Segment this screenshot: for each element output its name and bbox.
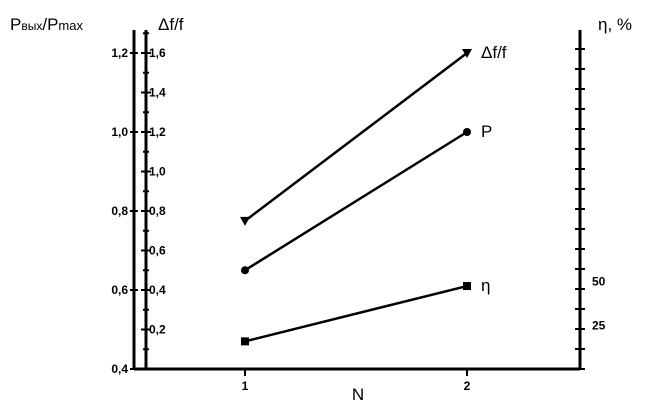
right-y-tick-label-0: 25 [592, 318, 606, 332]
right-y-axis-title: η, % [598, 15, 632, 34]
right-y-tick-label-1: 50 [592, 275, 606, 289]
series-line-1 [244, 130, 468, 272]
outer-y-tick-label-1: 0,6 [111, 283, 128, 297]
inner-y-tick-label-0: 0,2 [149, 323, 166, 337]
outer-y-axis-title-part-1: P [10, 15, 21, 34]
tick-group: 0,4 0,6 0,8 1,0 1,2 0,2 0,4 0,6 0,8 1,0 1,2 1,4 1,6 2… [111, 30, 606, 393]
series-2-marker-1 [463, 282, 471, 291]
inner-y-tick-label-5: 1,2 [149, 125, 166, 139]
outer-y-tick-label-4: 1,2 [111, 46, 128, 60]
x-axis-title: N [352, 385, 364, 404]
inner-y-axis-title: Δf/f [158, 15, 184, 34]
series-label-1: P [481, 122, 492, 141]
inner-y-tick-label-4: 1,0 [149, 165, 166, 179]
x-tick-label-0: 1 [242, 379, 249, 393]
inner-y-tick-label-6: 1,4 [149, 86, 166, 100]
inner-y-tick-label-1: 0,4 [149, 283, 166, 297]
outer-y-axis-title: Pвых/Pmax [10, 15, 83, 34]
series-0-marker-1 [462, 49, 472, 58]
outer-y-axis-title-part-2: вых [21, 19, 42, 33]
series-0-marker-0 [240, 216, 250, 226]
outer-y-tick-label-0: 0,4 [111, 362, 128, 376]
series-2-marker-0 [241, 337, 249, 346]
series-group: Δf/f Pη [240, 43, 507, 346]
axes-group [132, 30, 582, 371]
outer-y-tick-label-2: 0,8 [111, 204, 128, 218]
series-1-marker-0 [241, 266, 249, 275]
inner-y-tick-label-3: 0,8 [149, 204, 166, 218]
inner-y-tick-label-2: 0,6 [149, 244, 166, 258]
outer-y-axis-title-part-3: /P [42, 15, 58, 34]
x-tick-label-1: 2 [464, 379, 471, 393]
outer-y-axis-title-part-4: max [58, 18, 83, 33]
inner-y-tick-label-7: 1,6 [149, 46, 166, 60]
series-1-marker-1 [463, 128, 471, 136]
series-line-2 [244, 284, 468, 343]
series-label-2: η [481, 276, 490, 295]
outer-y-tick-label-3: 1,0 [111, 125, 128, 139]
series-label-0: Δf/f [481, 43, 507, 62]
series-line-0 [244, 52, 468, 222]
